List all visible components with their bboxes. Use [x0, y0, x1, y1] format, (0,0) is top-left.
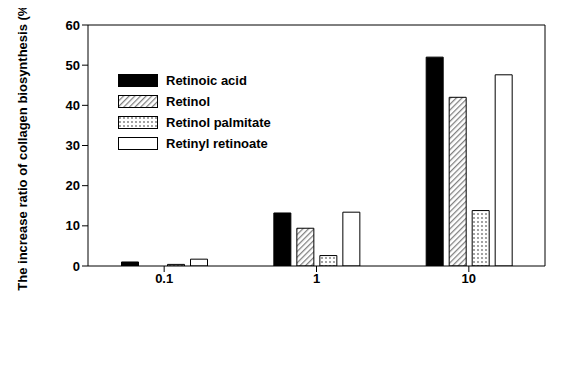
svg-text:30: 30 — [66, 138, 80, 153]
html-text:Retinol: Retinol — [166, 94, 211, 109]
svg-text:60: 60 — [66, 18, 80, 33]
svg-text:10: 10 — [66, 218, 80, 233]
svg-text:The increase ratio of collagen: The increase ratio of collagen biosynthe… — [15, 8, 30, 291]
html-text:Retinol palmitate: Retinol palmitate — [166, 115, 271, 130]
svg-text:40: 40 — [66, 98, 80, 113]
svg-text:50: 50 — [66, 58, 80, 73]
svg-text:0.1: 0.1 — [155, 271, 173, 286]
svg-text:10: 10 — [462, 271, 476, 286]
svg-text:20: 20 — [66, 178, 80, 193]
svg-text:0: 0 — [73, 259, 80, 274]
svg-text:1: 1 — [313, 271, 320, 286]
html-text:Retinyl retinoate: Retinyl retinoate — [166, 136, 268, 151]
html-text:Retinoic acid: Retinoic acid — [166, 73, 247, 88]
